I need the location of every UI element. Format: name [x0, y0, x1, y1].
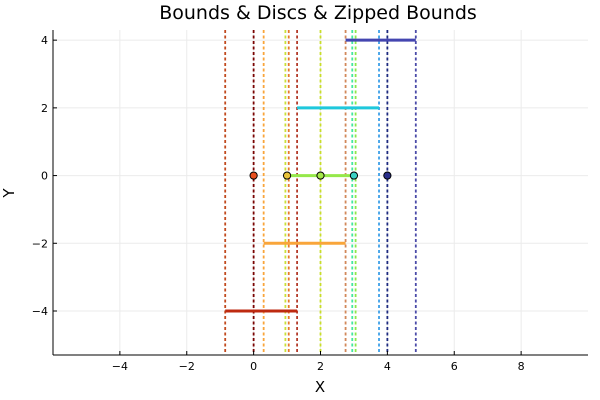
points: [249, 171, 392, 180]
y-tick-label-0: −4: [32, 305, 48, 318]
x-tick-label-2: 0: [250, 360, 257, 373]
x-axis-label: X: [315, 378, 325, 396]
x-tick-label-5: 6: [451, 360, 458, 373]
ticks: −4 −2 0 2 4 6 8 −4 −2 0 2 4: [32, 34, 525, 373]
y-tick-label-1: −2: [32, 237, 48, 250]
chart-title: Bounds & Discs & Zipped Bounds: [159, 2, 477, 24]
disc-point-1: [282, 171, 292, 180]
vertical-lines: [224, 30, 417, 355]
x-tick-label-6: 8: [518, 360, 525, 373]
disc-point-3: [349, 171, 359, 180]
y-tick-label-4: 4: [41, 34, 48, 47]
x-tick-label-3: 2: [317, 360, 324, 373]
y-tick-label-3: 2: [41, 102, 48, 115]
x-tick-label-0: −4: [112, 360, 128, 373]
x-tick-label-4: 4: [384, 360, 391, 373]
x-tick-label-1: −2: [179, 360, 195, 373]
y-axis-label: Y: [0, 188, 18, 199]
disc-point-0: [249, 171, 258, 180]
disc-point-2: [316, 171, 325, 180]
disc-point-4: [383, 171, 392, 180]
y-tick-label-2: 0: [41, 170, 48, 183]
